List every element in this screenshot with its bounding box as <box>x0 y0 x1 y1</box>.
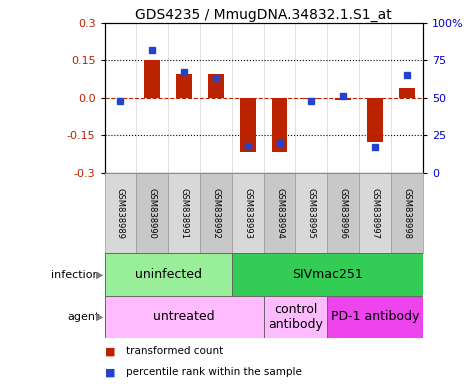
Text: GSM838992: GSM838992 <box>211 188 220 238</box>
Text: ▶: ▶ <box>95 312 103 322</box>
Bar <box>327 296 423 338</box>
Text: GSM838991: GSM838991 <box>180 188 189 238</box>
Text: GSM838997: GSM838997 <box>370 188 380 238</box>
Bar <box>272 98 287 152</box>
Bar <box>240 98 256 152</box>
Text: percentile rank within the sample: percentile rank within the sample <box>126 367 302 377</box>
Bar <box>208 74 224 98</box>
Text: GSM838994: GSM838994 <box>275 188 284 238</box>
Text: GSM838995: GSM838995 <box>307 188 316 238</box>
Bar <box>367 98 383 142</box>
Title: GDS4235 / MmugDNA.34832.1.S1_at: GDS4235 / MmugDNA.34832.1.S1_at <box>135 8 392 22</box>
Bar <box>176 74 192 98</box>
Bar <box>391 173 423 253</box>
Text: infection: infection <box>51 270 100 280</box>
Text: ■: ■ <box>104 346 115 356</box>
Text: control
antibody: control antibody <box>268 303 323 331</box>
Bar <box>264 296 327 338</box>
Text: GSM838990: GSM838990 <box>148 188 157 238</box>
Text: GSM838996: GSM838996 <box>339 188 348 238</box>
Text: GSM838993: GSM838993 <box>243 188 252 238</box>
Text: transformed count: transformed count <box>126 346 223 356</box>
Text: uninfected: uninfected <box>134 268 202 281</box>
Bar <box>232 253 423 296</box>
Bar <box>399 88 415 98</box>
Text: SIVmac251: SIVmac251 <box>292 268 362 281</box>
Bar <box>168 173 200 253</box>
Text: PD-1 antibody: PD-1 antibody <box>331 310 419 323</box>
Bar <box>104 253 232 296</box>
Bar <box>295 173 327 253</box>
Bar <box>304 98 319 99</box>
Text: untreated: untreated <box>153 310 215 323</box>
Bar <box>200 173 232 253</box>
Text: GSM838989: GSM838989 <box>116 188 125 238</box>
Bar <box>104 296 264 338</box>
Bar <box>264 173 295 253</box>
Bar <box>232 173 264 253</box>
Text: GSM838998: GSM838998 <box>402 188 411 238</box>
Text: ■: ■ <box>104 367 115 377</box>
Bar <box>144 60 160 98</box>
Bar <box>359 173 391 253</box>
Bar <box>136 173 168 253</box>
Bar <box>335 98 351 101</box>
Bar <box>104 173 136 253</box>
Text: agent: agent <box>67 312 100 322</box>
Text: ▶: ▶ <box>95 270 103 280</box>
Bar <box>327 173 359 253</box>
